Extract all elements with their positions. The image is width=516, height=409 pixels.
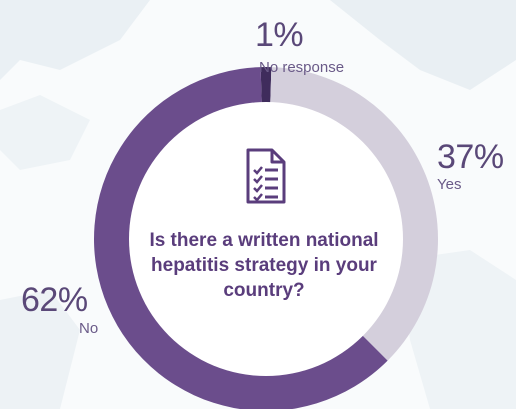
slice-label-yes: Yes: [437, 176, 462, 193]
map-shape: [0, 95, 90, 170]
checklist-document-icon: [246, 148, 286, 204]
donut-center: [129, 102, 403, 376]
slice-value-no: 62%: [21, 281, 88, 319]
slice-label-no-response: No response: [259, 59, 345, 76]
map-shape: [330, 0, 516, 90]
slice-label-no: No: [79, 320, 99, 337]
slice-value-yes: 37%: [437, 138, 504, 176]
map-shape: [0, 290, 80, 409]
center-question: Is there a written national hepatitis st…: [149, 230, 379, 301]
map-shape: [0, 0, 150, 80]
slice-value-no-response: 1%: [255, 16, 304, 54]
